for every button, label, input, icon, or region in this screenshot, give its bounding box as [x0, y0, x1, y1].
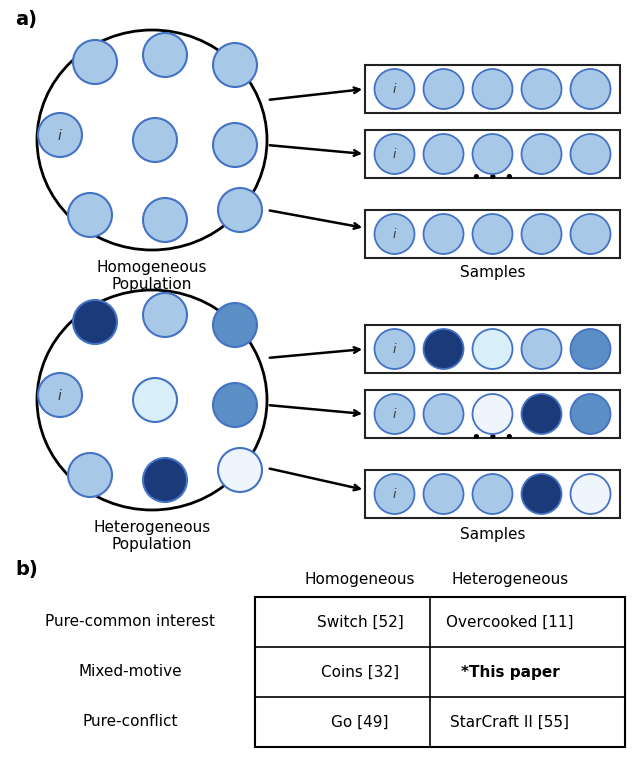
Circle shape — [68, 453, 112, 497]
Text: Coins [32]: Coins [32] — [321, 665, 399, 679]
Text: $i$: $i$ — [392, 227, 397, 241]
Circle shape — [570, 134, 611, 174]
Circle shape — [570, 214, 611, 254]
Text: $i$: $i$ — [392, 407, 397, 421]
Circle shape — [143, 293, 187, 337]
Circle shape — [570, 69, 611, 109]
Circle shape — [570, 394, 611, 434]
Text: Heterogeneous: Heterogeneous — [451, 572, 568, 587]
Circle shape — [68, 193, 112, 237]
Circle shape — [472, 69, 513, 109]
Circle shape — [38, 373, 82, 417]
Text: a): a) — [15, 10, 37, 29]
Circle shape — [424, 134, 463, 174]
Circle shape — [374, 214, 415, 254]
FancyBboxPatch shape — [365, 470, 620, 518]
Circle shape — [374, 474, 415, 514]
FancyBboxPatch shape — [365, 390, 620, 438]
Circle shape — [472, 134, 513, 174]
Text: $i$: $i$ — [392, 487, 397, 501]
Circle shape — [472, 394, 513, 434]
Text: Go [49]: Go [49] — [332, 715, 388, 729]
Circle shape — [374, 69, 415, 109]
Circle shape — [472, 329, 513, 369]
Text: Mixed-motive: Mixed-motive — [78, 665, 182, 679]
Circle shape — [570, 329, 611, 369]
Circle shape — [213, 123, 257, 167]
Text: Pure-common interest: Pure-common interest — [45, 615, 215, 629]
FancyBboxPatch shape — [365, 210, 620, 258]
Text: Heterogeneous
Population: Heterogeneous Population — [93, 520, 211, 553]
Circle shape — [522, 69, 561, 109]
Text: b): b) — [15, 560, 38, 579]
Circle shape — [424, 69, 463, 109]
Circle shape — [522, 394, 561, 434]
Text: StarCraft II [55]: StarCraft II [55] — [451, 715, 570, 729]
Text: Samples: Samples — [460, 265, 525, 280]
Circle shape — [38, 113, 82, 157]
Circle shape — [73, 300, 117, 344]
Circle shape — [213, 303, 257, 347]
Circle shape — [213, 383, 257, 427]
Circle shape — [73, 40, 117, 84]
Circle shape — [522, 329, 561, 369]
Circle shape — [143, 458, 187, 502]
Circle shape — [133, 118, 177, 162]
Text: $i$: $i$ — [57, 127, 63, 143]
FancyBboxPatch shape — [365, 65, 620, 113]
Text: • • •: • • • — [470, 169, 515, 187]
Text: Overcooked [11]: Overcooked [11] — [446, 615, 573, 629]
Bar — [255, 597, 625, 747]
Circle shape — [374, 134, 415, 174]
Text: Samples: Samples — [460, 527, 525, 542]
Circle shape — [522, 214, 561, 254]
Text: Homogeneous
Population: Homogeneous Population — [97, 260, 207, 293]
Circle shape — [374, 329, 415, 369]
Text: Pure-conflict: Pure-conflict — [83, 715, 178, 729]
Circle shape — [424, 394, 463, 434]
Circle shape — [472, 214, 513, 254]
FancyBboxPatch shape — [365, 130, 620, 178]
Circle shape — [213, 43, 257, 87]
Text: • • •: • • • — [470, 429, 515, 447]
Text: Homogeneous: Homogeneous — [305, 572, 415, 587]
FancyBboxPatch shape — [365, 325, 620, 373]
Text: $i$: $i$ — [392, 82, 397, 96]
Circle shape — [143, 198, 187, 242]
Circle shape — [218, 188, 262, 232]
Circle shape — [133, 378, 177, 422]
Circle shape — [522, 134, 561, 174]
Circle shape — [143, 33, 187, 77]
Circle shape — [424, 214, 463, 254]
Circle shape — [570, 474, 611, 514]
Text: $i$: $i$ — [57, 387, 63, 402]
Text: Switch [52]: Switch [52] — [317, 615, 403, 629]
Circle shape — [472, 474, 513, 514]
Circle shape — [218, 448, 262, 492]
Circle shape — [424, 329, 463, 369]
Circle shape — [374, 394, 415, 434]
Text: *This paper: *This paper — [461, 665, 559, 679]
Text: $i$: $i$ — [392, 342, 397, 356]
Circle shape — [522, 474, 561, 514]
Text: $i$: $i$ — [392, 147, 397, 161]
Circle shape — [424, 474, 463, 514]
